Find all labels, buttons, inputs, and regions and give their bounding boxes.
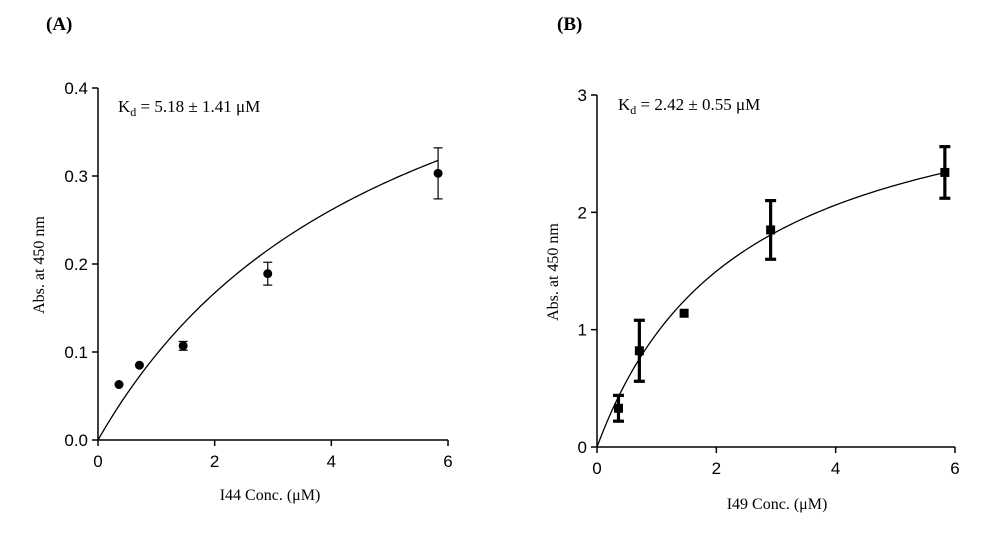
panel-b-axes: 0 2 4 6 0 1 2 3 [578, 86, 960, 478]
panel-a-x-tick-label: 6 [443, 452, 452, 471]
panel-b-data-point [613, 403, 623, 413]
panel-a-data-marks [97, 147, 443, 441]
panel-b-x-tick-label: 2 [712, 459, 721, 478]
panel-b-data-point [766, 225, 776, 235]
panel-b-x-tick-label: 4 [831, 459, 840, 478]
panel-a-data-point [114, 380, 124, 390]
panel-a-data-point [134, 360, 144, 370]
panel-b-data-marks [596, 145, 951, 448]
panel-b-kd-prefix: K [618, 95, 631, 114]
panel-a-x-tick-label: 2 [210, 452, 219, 471]
panel-b-kd-subscript: d [630, 103, 636, 117]
panel-a-data-point [433, 168, 443, 178]
panel-b-data-point [634, 346, 644, 356]
panel-b-x-tick-label: 6 [950, 459, 959, 478]
panel-b-x-axis-title: I49 Conc. (μM) [727, 496, 828, 513]
panel-a-y-tick-label: 0.3 [64, 167, 88, 186]
panel-a-y-tick-label: 0.2 [64, 255, 88, 274]
panel-b-y-tick-label: 3 [578, 86, 587, 105]
panel-a-y-tick-label: 0.1 [64, 343, 88, 362]
panel-b-y-axis-title: Abs. at 450 nm [545, 223, 562, 321]
panel-b-x-tick-label: 0 [592, 459, 601, 478]
panel-b-label: (B) [557, 14, 582, 35]
panel-a-kd-subscript: d [130, 105, 136, 119]
panel-a-kd-prefix: K [118, 97, 131, 116]
panel-a-y-tick-label: 0.0 [64, 431, 88, 450]
panel-b-data-point [940, 167, 950, 177]
panel-b-data-point [679, 308, 689, 318]
panel-b-y-tick-label: 1 [578, 321, 587, 340]
panel-a-kd-annotation: Kd = 5.18 ± 1.41 μM [118, 97, 260, 119]
panel-a-kd-value: = 5.18 ± 1.41 μM [136, 97, 260, 116]
panel-a-data-point [263, 269, 273, 279]
panel-b-y-tick-label: 0 [578, 438, 587, 457]
panel-a-data-point [178, 341, 188, 351]
panel-a-x-tick-label: 4 [327, 452, 336, 471]
chart-panel-a: (A) Kd = 5.18 ± 1.41 μM I44 Conc. (μM) A… [31, 14, 453, 504]
panel-b-y-tick-label: 2 [578, 203, 587, 222]
panel-a-fit-curve [97, 159, 439, 441]
chart-panel-b: (B) Kd = 2.42 ± 0.55 μM I49 Conc. (μM) A… [545, 14, 960, 513]
panel-a-y-tick-label: 0.4 [64, 79, 88, 98]
panel-b-kd-annotation: Kd = 2.42 ± 0.55 μM [618, 95, 760, 117]
panel-a-y-axis-title: Abs. at 450 nm [31, 216, 48, 314]
panel-b-kd-value: = 2.42 ± 0.55 μM [636, 95, 760, 114]
panel-a-x-tick-label: 0 [93, 452, 102, 471]
panel-a-x-axis-title: I44 Conc. (μM) [220, 487, 321, 504]
panel-a-axes: 0 2 4 6 0.0 0.1 0.2 0.3 0.4 [64, 79, 452, 471]
panel-a-label: (A) [46, 14, 72, 35]
